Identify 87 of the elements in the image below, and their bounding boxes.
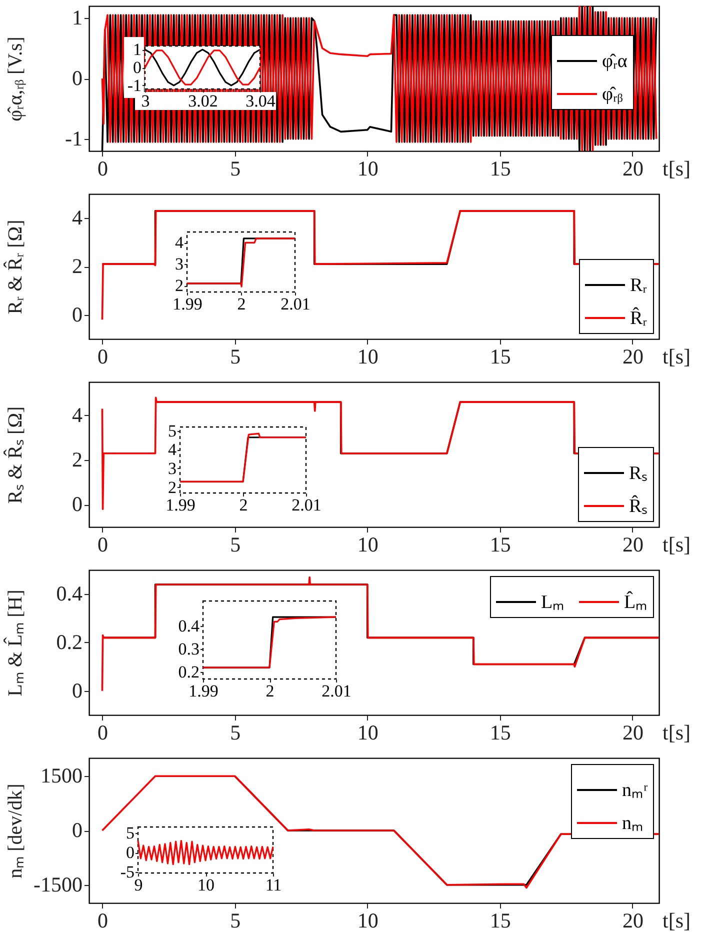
y-axis-title: Rₛ & R̂ₛ [Ω]	[4, 406, 26, 504]
legend-label: Lₘ	[541, 592, 565, 613]
x-tick-label: 0	[98, 720, 108, 744]
x-tick-label: 2	[266, 682, 274, 700]
x-tick-label: 2.01	[322, 682, 352, 700]
x-tick-label: 0	[98, 532, 108, 556]
x-tick-label: 1.99	[188, 682, 218, 700]
y-tick-label: 2	[168, 478, 176, 497]
x-tick-label: 0	[98, 908, 108, 932]
x-tick-label: 9	[134, 876, 143, 894]
y-tick-label: 0	[72, 66, 82, 90]
y-tick-label: 0.3	[178, 640, 200, 659]
x-tick-label: 20	[622, 156, 644, 180]
x-axis-title: t[s]	[662, 156, 690, 180]
y-tick-label: 4	[72, 402, 83, 427]
x-axis-title: t[s]	[662, 720, 690, 744]
y-axis-title: φ̂ᵣα,ᵣᵦ [V.s]	[4, 36, 26, 122]
legend-label: L̂ₘ	[624, 590, 648, 613]
y-tick-label: 0	[72, 818, 82, 842]
y-tick-label: 2	[72, 448, 82, 472]
x-tick-label: 2.01	[280, 294, 310, 314]
x-tick-label: 2	[239, 496, 248, 514]
y-tick-label: 1	[133, 40, 142, 60]
x-tick-label: 10	[198, 876, 214, 894]
x-tick-label: 1.99	[172, 294, 202, 314]
legend-label: Rᵣ	[630, 275, 648, 296]
y-tick-label: 0	[133, 58, 142, 77]
x-tick-label: 10	[357, 720, 378, 744]
legend-label: nₘʳ	[622, 780, 648, 801]
y-tick-label: 5	[126, 823, 134, 842]
y-tick-label: 3	[168, 458, 176, 478]
x-axis-title: t[s]	[662, 908, 690, 932]
y-tick-label: -1	[65, 126, 82, 150]
x-tick-label: 15	[490, 720, 511, 744]
x-tick-label: 15	[490, 156, 511, 180]
legend-label: φ̂ᵣᵦ	[602, 84, 624, 105]
y-tick-label: 0.4	[56, 582, 83, 606]
legend-label: nₘ	[622, 813, 644, 834]
x-tick-label: 5	[230, 908, 241, 932]
x-tick-label: 15	[490, 532, 511, 556]
x-tick-label: 10	[357, 532, 378, 556]
x-tick-label: 10	[357, 156, 378, 180]
x-tick-label: 11	[265, 876, 282, 894]
legend-label: R̂ᵣ	[630, 306, 648, 329]
x-tick-label: 20	[622, 344, 644, 368]
y-tick-label: 0	[126, 843, 134, 862]
legend-label: φ̂ᵣα	[602, 51, 628, 72]
y-tick-label: 5	[168, 421, 176, 440]
y-axis-title: Rᵣ & R̂ᵣ [Ω]	[4, 220, 26, 314]
y-tick-label: -5	[120, 862, 134, 882]
x-tick-label: 10	[357, 908, 378, 932]
y-tick-label: 0.4	[178, 616, 200, 636]
x-tick-label: 2.01	[292, 496, 322, 514]
x-tick-label: 20	[622, 532, 644, 556]
x-tick-label: 5	[230, 156, 241, 180]
x-tick-label: 5	[230, 344, 241, 368]
x-axis-title: t[s]	[662, 532, 690, 556]
y-tick-label: 2	[72, 254, 82, 278]
y-tick-label: 4	[168, 440, 177, 460]
y-tick-label: -1	[127, 76, 142, 95]
x-tick-label: 0	[98, 156, 108, 180]
y-tick-label: -1500	[34, 872, 82, 896]
x-tick-label: 15	[490, 344, 511, 368]
y-axis-title: Lₘ & L̂ₘ [H]	[4, 590, 26, 696]
x-tick-label: 3.04	[246, 92, 276, 110]
x-tick-label: 2	[237, 294, 246, 314]
y-axis-title: nₘ [dev/dk]	[4, 784, 26, 878]
x-tick-label: 5	[230, 720, 241, 744]
x-tick-label: 15	[490, 908, 511, 932]
x-axis-title: t[s]	[662, 344, 690, 368]
y-tick-label: 2	[175, 276, 184, 296]
y-tick-label: 0.2	[178, 662, 200, 682]
y-tick-label: 0.2	[56, 630, 82, 654]
legend-label: R̂ₛ	[629, 494, 648, 517]
x-tick-label: 20	[622, 908, 644, 932]
y-tick-label: 4	[175, 233, 184, 252]
x-tick-label: 20	[622, 720, 644, 744]
x-tick-label: 0	[98, 344, 108, 368]
y-tick-label: 1500	[40, 764, 82, 788]
x-tick-label: 3.02	[188, 92, 218, 110]
y-tick-label: 1	[72, 6, 82, 30]
y-tick-label: 4	[72, 206, 83, 230]
legend-label: Rₛ	[629, 463, 648, 484]
x-tick-label: 1.99	[166, 496, 196, 514]
x-tick-label: 5	[230, 532, 241, 556]
y-tick-label: 3	[175, 254, 184, 274]
x-tick-label: 10	[357, 344, 378, 368]
